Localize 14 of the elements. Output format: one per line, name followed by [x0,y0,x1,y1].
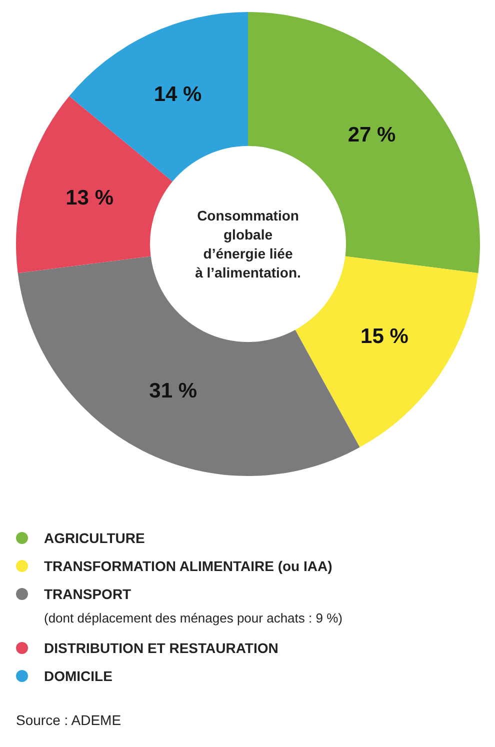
data-label: 14 % [154,83,202,106]
legend-label: TRANSFORMATION ALIMENTAIRE (ou IAA) [44,558,332,574]
data-label: 13 % [66,186,114,210]
legend-label: TRANSPORT [44,586,132,602]
text: (dont déplacement des ménages pour achats : 9 %) [44,610,342,626]
text: Consommation globale d’énergie liée à l’alimentation. [195,208,301,280]
data-label: 31 % [149,380,198,403]
donut-slice [69,12,248,182]
legend-label: DISTRIBUTION ET RESTAURATION [44,640,278,656]
data-label: 15 % [360,325,409,348]
legend-label: AGRICULTURE [44,530,145,546]
legend-label: DOMICILE [44,668,112,684]
source-note: Source : ADEME [16,712,122,728]
data-label: 27 % [348,123,396,146]
